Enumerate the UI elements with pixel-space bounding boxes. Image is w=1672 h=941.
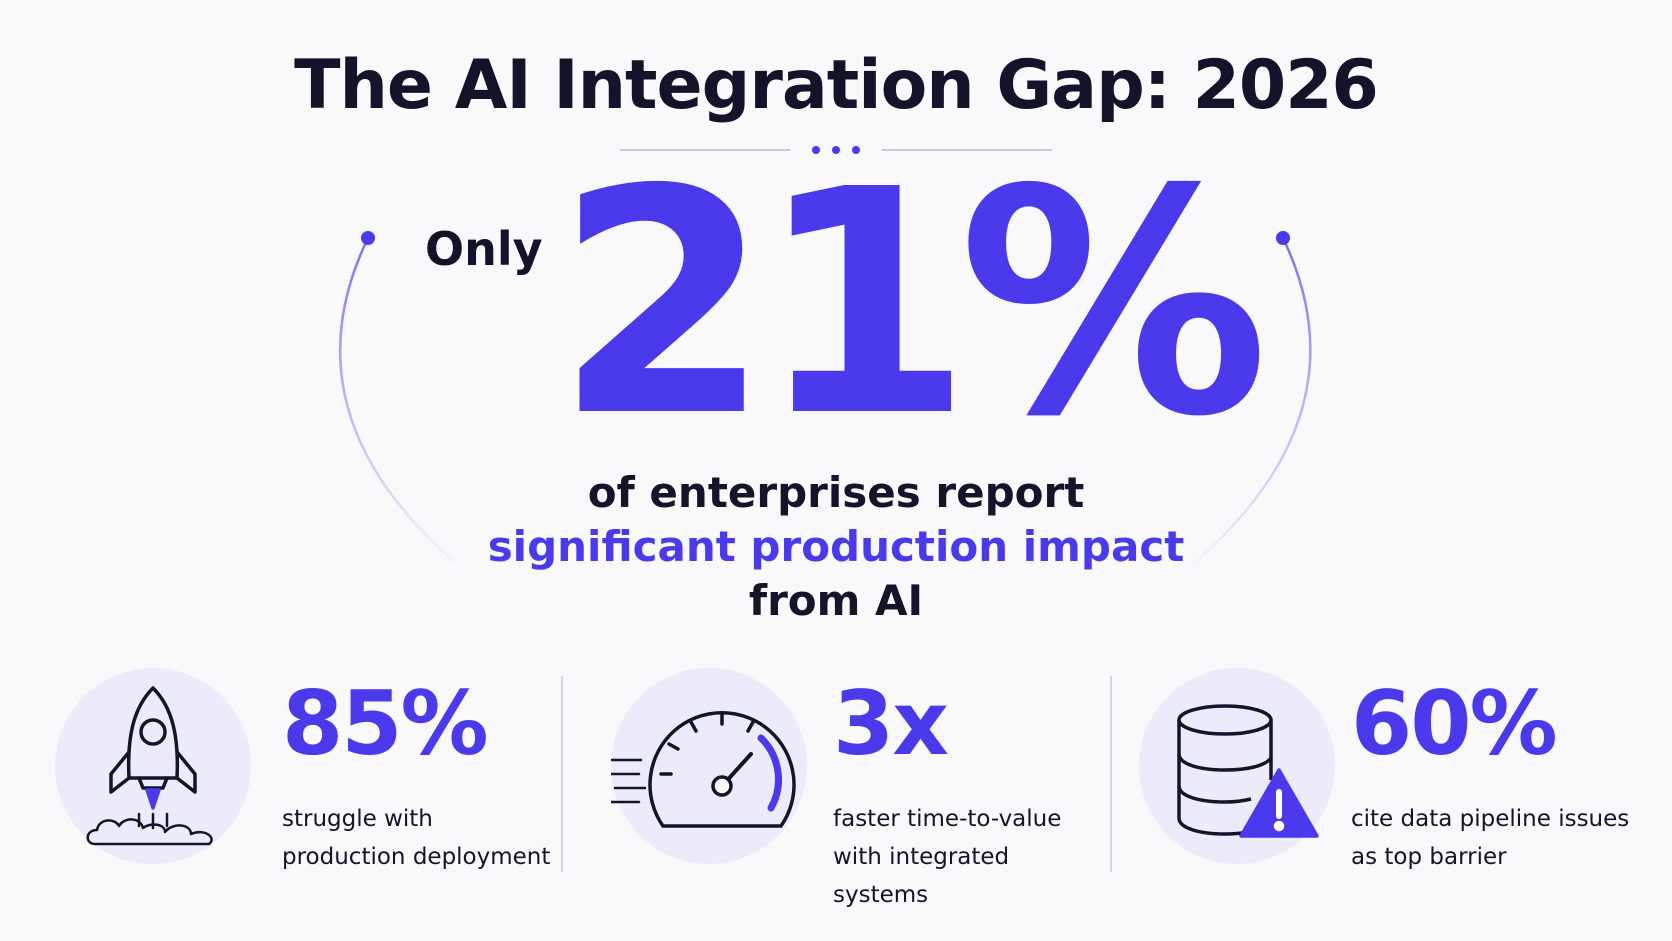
stat-value: 3x [833, 672, 949, 775]
database-warning-icon [1177, 704, 1319, 838]
speedometer-icon [611, 711, 796, 828]
stat-icon-circle [1139, 668, 1335, 864]
stat-icon-circle [611, 668, 807, 864]
stat-label: faster time-to-value with integrated sys… [833, 806, 1062, 908]
stat-card-data-pipeline: 60% cite data pipeline issues as top bar… [1085, 662, 1629, 872]
hero-line-3: from AI [748, 576, 924, 625]
stat-divider [1110, 676, 1112, 872]
stat-icon-circle [55, 668, 251, 864]
stat-card-deployment: 85% struggle with production deployment [0, 662, 550, 872]
hero-line-2: significant production impact [487, 522, 1185, 571]
stat-divider [561, 676, 563, 872]
stat-label: struggle with production deployment [282, 806, 551, 870]
hero-line-1: of enterprises report [587, 468, 1085, 517]
stat-value: 85% [282, 672, 489, 775]
page-title: The AI Integration Gap: 2026 [294, 46, 1379, 125]
hero-value: 21% [555, 124, 1269, 485]
stat-card-time-to-value: 3x faster time-to-value with integrated … [555, 662, 1075, 908]
stat-value: 60% [1351, 672, 1558, 775]
title-divider [620, 146, 1052, 154]
hero-prefix: Only [425, 222, 543, 276]
stat-label: cite data pipeline issues as top barrier [1351, 806, 1630, 870]
rocket-icon [86, 686, 213, 846]
